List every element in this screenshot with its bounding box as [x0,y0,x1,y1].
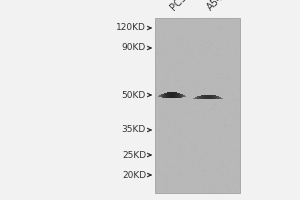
Bar [155,18,240,193]
Text: A549: A549 [205,0,230,12]
Text: 50KD: 50KD [122,90,146,99]
Text: 35KD: 35KD [122,126,146,134]
Text: 90KD: 90KD [122,44,146,52]
Text: 25KD: 25KD [122,150,146,160]
Text: PC3: PC3 [168,0,188,12]
Text: 120KD: 120KD [116,23,146,32]
Text: 20KD: 20KD [122,170,146,180]
